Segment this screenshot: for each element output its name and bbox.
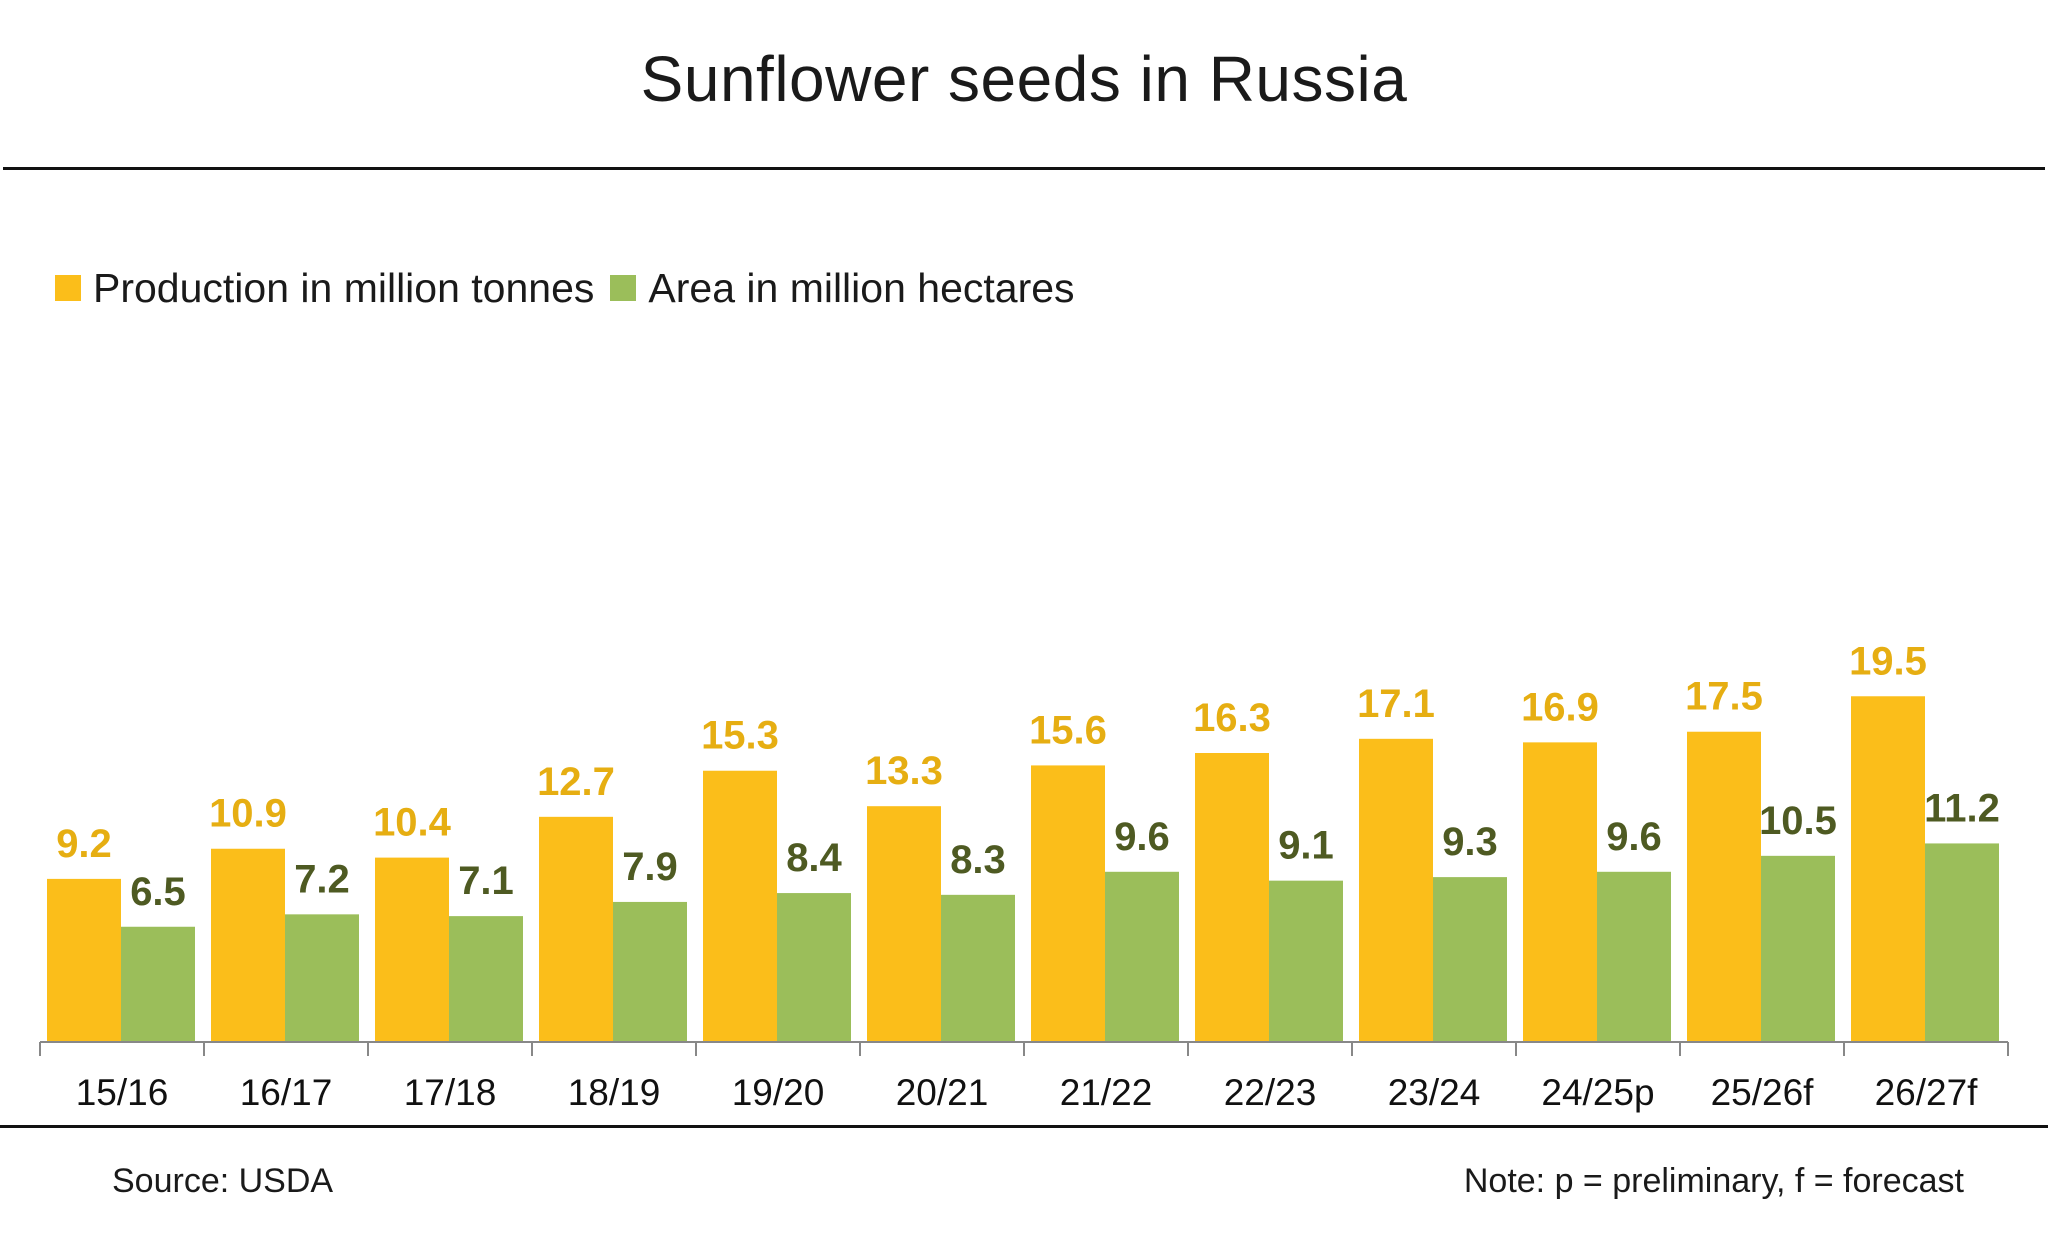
legend-label-production: Production in million tonnes: [93, 264, 595, 311]
bar-area-21/22: [1105, 871, 1179, 1042]
data-label-production-22/23: 16.3: [1193, 696, 1271, 740]
bar-production-21/22: [1031, 765, 1105, 1042]
bar-area-16/17: [285, 914, 359, 1042]
data-label-area-22/23: 9.1: [1278, 824, 1334, 868]
data-label-area-17/18: 7.1: [458, 859, 514, 903]
data-label-area-21/22: 9.6: [1114, 815, 1170, 859]
x-tick-label-26/27f: 26/27f: [1875, 1072, 1979, 1113]
x-tick-label-21/22: 21/22: [1060, 1072, 1153, 1113]
legend-label-area: Area in million hectares: [648, 264, 1075, 311]
bar-area-19/20: [777, 893, 851, 1042]
data-label-area-25/26f: 10.5: [1759, 799, 1837, 843]
top-divider: [3, 167, 2045, 170]
bar-area-23/24: [1433, 877, 1507, 1042]
x-tick-label-22/23: 22/23: [1224, 1072, 1317, 1113]
bar-area-25/26f: [1761, 855, 1835, 1042]
bar-production-19/20: [703, 770, 777, 1042]
data-label-production-19/20: 15.3: [701, 714, 779, 758]
data-label-production-15/16: 9.2: [56, 822, 112, 866]
legend-swatch-production: [55, 275, 81, 301]
x-tick-label-19/20: 19/20: [732, 1072, 825, 1113]
data-label-area-16/17: 7.2: [294, 857, 350, 901]
data-label-production-25/26f: 17.5: [1685, 675, 1763, 719]
data-label-area-19/20: 8.4: [786, 836, 842, 880]
data-label-area-18/19: 7.9: [622, 845, 678, 889]
data-label-production-18/19: 12.7: [537, 760, 615, 804]
bar-production-18/19: [539, 816, 613, 1042]
bar-area-24/25p: [1597, 871, 1671, 1042]
data-label-area-20/21: 8.3: [950, 838, 1006, 882]
bar-area-17/18: [449, 916, 523, 1042]
data-label-area-15/16: 6.5: [130, 870, 186, 914]
x-tick-label-25/26f: 25/26f: [1711, 1072, 1815, 1113]
data-label-production-23/24: 17.1: [1357, 682, 1435, 726]
footnote: Note: p = preliminary, f = forecast: [1463, 1162, 1964, 1200]
x-tick-label-20/21: 20/21: [896, 1072, 989, 1113]
bar-production-25/26f: [1687, 731, 1761, 1042]
data-label-production-20/21: 13.3: [865, 749, 943, 793]
bar-production-15/16: [47, 878, 121, 1042]
bar-production-23/24: [1359, 738, 1433, 1042]
bar-production-17/18: [375, 857, 449, 1042]
data-label-production-16/17: 10.9: [209, 792, 287, 836]
x-tick-label-23/24: 23/24: [1388, 1072, 1481, 1113]
bar-area-20/21: [941, 894, 1015, 1042]
legend-swatch-area: [610, 275, 637, 301]
data-label-area-26/27f: 11.2: [1924, 786, 2000, 830]
bar-production-20/21: [867, 806, 941, 1042]
source-note: Source: USDA: [112, 1162, 334, 1200]
bar-production-24/25p: [1523, 742, 1597, 1042]
x-tick-label-16/17: 16/17: [240, 1072, 333, 1113]
bar-area-22/23: [1269, 880, 1343, 1042]
legend-item-area: Area in million hectares: [610, 264, 1075, 312]
bar-production-22/23: [1195, 753, 1269, 1042]
x-tick-label-17/18: 17/18: [404, 1072, 497, 1113]
bar-production-26/27f: [1851, 696, 1925, 1042]
x-tick-label-24/25p: 24/25p: [1541, 1072, 1654, 1113]
bar-area-26/27f: [1925, 843, 1999, 1042]
chart-title: Sunflower seeds in Russia: [640, 43, 1408, 115]
legend-item-production: Production in million tonnes: [55, 265, 594, 312]
data-label-production-26/27f: 19.5: [1849, 639, 1927, 683]
data-label-area-24/25p: 9.6: [1606, 815, 1662, 859]
x-tick-label-18/19: 18/19: [568, 1072, 661, 1113]
data-label-production-17/18: 10.4: [373, 801, 452, 845]
data-label-production-21/22: 15.6: [1029, 708, 1107, 752]
bar-production-16/17: [211, 848, 285, 1042]
x-tick-label-15/16: 15/16: [76, 1072, 169, 1113]
bar-area-15/16: [121, 926, 195, 1042]
legend: Production in million tonnes Area in mil…: [55, 262, 1091, 314]
bar-area-18/19: [613, 901, 687, 1042]
data-label-production-24/25p: 16.9: [1521, 685, 1599, 729]
bottom-divider: [0, 1125, 2048, 1128]
data-label-area-23/24: 9.3: [1442, 820, 1498, 864]
